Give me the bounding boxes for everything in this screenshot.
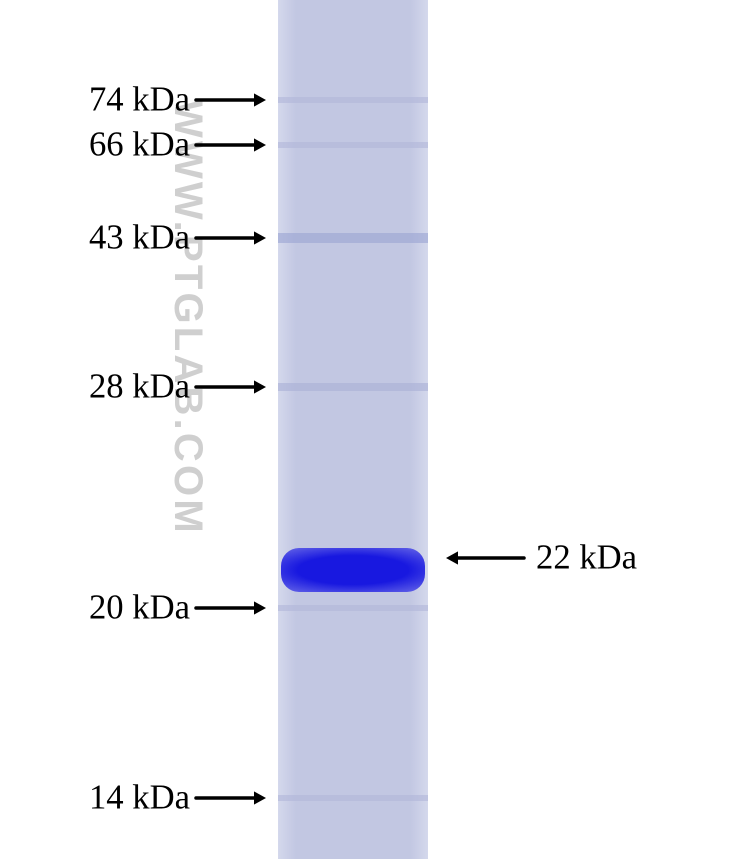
marker-arrow xyxy=(180,592,282,624)
marker-arrow xyxy=(180,782,282,814)
marker-band xyxy=(278,233,428,243)
gel-lane xyxy=(278,0,428,859)
marker-band xyxy=(278,605,428,611)
target-label: 22 kDa xyxy=(536,539,637,578)
marker-label: 74 kDa xyxy=(0,81,190,120)
gel-figure: WWW.PTGLAB.COM 74 kDa 66 kDa 43 kDa 28 k… xyxy=(0,0,740,859)
marker-label: 66 kDa xyxy=(0,126,190,165)
target-arrow xyxy=(430,542,540,574)
marker-label: 20 kDa xyxy=(0,589,190,628)
target-band-22kda xyxy=(281,548,425,592)
marker-arrow xyxy=(180,129,282,161)
marker-arrow xyxy=(180,222,282,254)
marker-label: 28 kDa xyxy=(0,368,190,407)
marker-arrow xyxy=(180,84,282,116)
watermark-text: WWW.PTGLAB.COM xyxy=(165,100,210,536)
marker-band xyxy=(278,383,428,391)
marker-label: 14 kDa xyxy=(0,779,190,818)
marker-band xyxy=(278,795,428,801)
marker-label: 43 kDa xyxy=(0,219,190,258)
marker-arrow xyxy=(180,371,282,403)
marker-band xyxy=(278,142,428,148)
marker-band xyxy=(278,97,428,103)
